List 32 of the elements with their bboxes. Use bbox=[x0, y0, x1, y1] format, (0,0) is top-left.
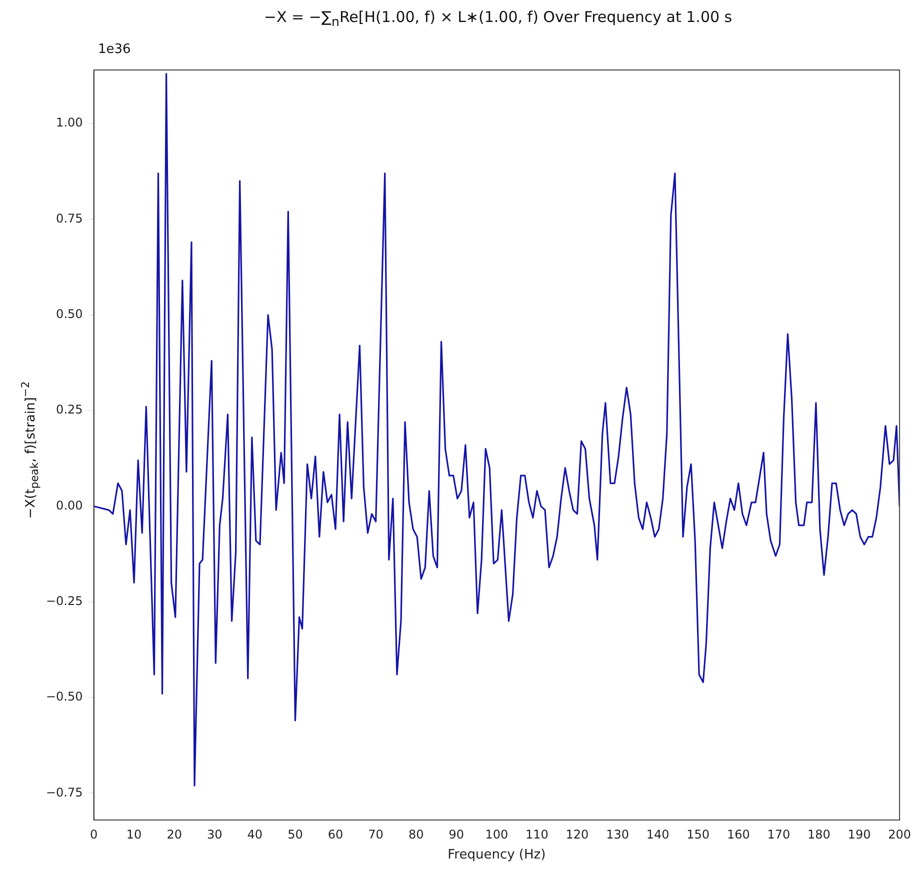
y-tick-label: 0.50 bbox=[56, 307, 83, 322]
x-tick-label: 170 bbox=[767, 827, 790, 842]
x-tick-label: 10 bbox=[126, 827, 142, 842]
x-axis-title: Frequency (Hz) bbox=[448, 848, 546, 863]
x-tick-label: 0 bbox=[90, 827, 98, 842]
x-tick-label: 70 bbox=[368, 827, 384, 842]
x-tick-label: 60 bbox=[328, 827, 344, 842]
x-tick-label: 200 bbox=[888, 827, 911, 842]
x-tick-label: 100 bbox=[485, 827, 508, 842]
x-tick-label: 160 bbox=[726, 827, 750, 842]
y-tick-label: −0.25 bbox=[46, 594, 83, 608]
text: 1e36 bbox=[98, 42, 131, 57]
y-tick-label: 0.25 bbox=[56, 402, 83, 417]
x-tick-label: 150 bbox=[686, 827, 710, 842]
x-tick-label: 180 bbox=[808, 827, 830, 842]
x-tick-label: 30 bbox=[207, 827, 222, 842]
x-tick-label: 90 bbox=[448, 827, 464, 842]
y-tick-label: −0.75 bbox=[46, 785, 83, 800]
x-tick-label: 20 bbox=[166, 827, 182, 842]
x-tick-label: 110 bbox=[525, 827, 548, 842]
y-tick-label: −0.50 bbox=[46, 690, 83, 704]
x-tick-label: 40 bbox=[247, 827, 263, 842]
x-tick-label: 80 bbox=[408, 827, 424, 842]
y-tick-label: 1.00 bbox=[56, 116, 83, 130]
x-tick-label: 50 bbox=[288, 827, 303, 842]
x-tick-label: 140 bbox=[646, 827, 670, 842]
x-tick-label: 190 bbox=[848, 827, 871, 842]
x-tick-label: 130 bbox=[606, 827, 629, 842]
chart-title: −X = −∑$_{n}$Re[H(1.00, f) × L∗(1.00, f) Over Frequency at 1.00 s bbox=[262, 8, 734, 29]
y-tick-label: 0.00 bbox=[56, 498, 83, 512]
y-tick-label: 0.75 bbox=[56, 211, 83, 226]
x-tick-label: 120 bbox=[566, 827, 589, 842]
